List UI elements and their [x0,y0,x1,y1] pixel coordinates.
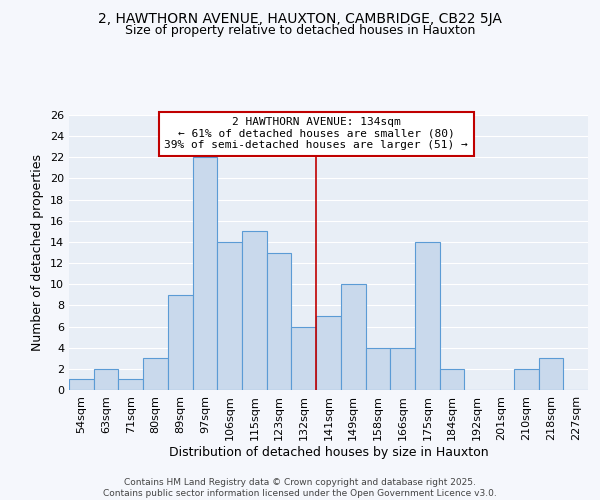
Bar [69,380,94,390]
Bar [118,380,143,390]
Bar [415,242,440,390]
Bar [143,358,168,390]
Text: Contains HM Land Registry data © Crown copyright and database right 2025.
Contai: Contains HM Land Registry data © Crown c… [103,478,497,498]
Text: Size of property relative to detached houses in Hauxton: Size of property relative to detached ho… [125,24,475,37]
Bar [193,158,217,390]
Text: 2 HAWTHORN AVENUE: 134sqm
← 61% of detached houses are smaller (80)
39% of semi-: 2 HAWTHORN AVENUE: 134sqm ← 61% of detac… [164,117,468,150]
Bar [440,369,464,390]
Bar [341,284,365,390]
X-axis label: Distribution of detached houses by size in Hauxton: Distribution of detached houses by size … [169,446,488,458]
Bar [316,316,341,390]
Bar [514,369,539,390]
Bar [292,326,316,390]
Bar [217,242,242,390]
Bar [539,358,563,390]
Bar [390,348,415,390]
Bar [242,232,267,390]
Bar [168,295,193,390]
Bar [365,348,390,390]
Bar [94,369,118,390]
Bar [267,252,292,390]
Text: 2, HAWTHORN AVENUE, HAUXTON, CAMBRIDGE, CB22 5JA: 2, HAWTHORN AVENUE, HAUXTON, CAMBRIDGE, … [98,12,502,26]
Y-axis label: Number of detached properties: Number of detached properties [31,154,44,351]
